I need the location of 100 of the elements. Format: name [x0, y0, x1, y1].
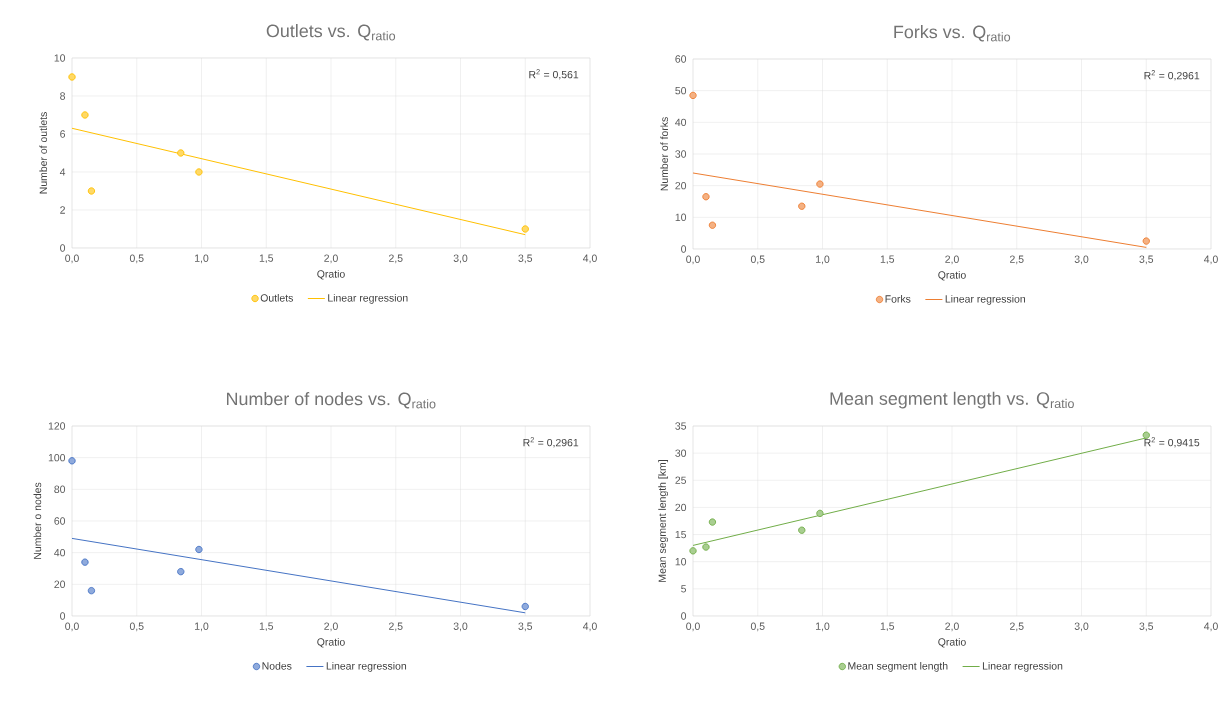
- point: [521, 602, 529, 611]
- x-tick-label: 4,0: [582, 254, 597, 264]
- legend-label: Linear regression: [328, 293, 408, 304]
- x-tick-label: 4,0: [1203, 622, 1218, 632]
- point: [816, 180, 824, 188]
- x-tick-label: 2,0: [324, 254, 338, 264]
- point: [798, 526, 806, 534]
- y-tick-label: 40: [675, 118, 687, 127]
- y-tick-label: 0: [681, 612, 687, 620]
- annotation: R$^{2}$ = 0,561: [529, 69, 579, 80]
- x-tick-label: 1,5: [880, 255, 895, 265]
- y-tick-label: 10: [675, 213, 687, 222]
- point: [195, 168, 203, 176]
- x-tick-label: 0,5: [750, 255, 765, 265]
- y-tick-label: 0: [60, 244, 66, 252]
- point: [177, 149, 185, 157]
- x-tick-label: 0,5: [750, 622, 765, 632]
- y-tick-label: 8: [60, 92, 66, 100]
- x-tick-label: 3,0: [453, 622, 468, 632]
- x-tick-label: 2,0: [945, 622, 959, 632]
- y-tick-label: 30: [675, 449, 687, 457]
- point: [81, 558, 89, 566]
- y-tick-label: 35: [675, 422, 687, 430]
- x-tick-label: 2,5: [1010, 255, 1024, 265]
- y-axis-title: Mean segment length [km]: [658, 460, 669, 582]
- y-tick-label: 15: [675, 530, 687, 539]
- y-tick-label: 50: [675, 86, 687, 95]
- x-tick-label: 2,5: [389, 254, 403, 264]
- point: [521, 225, 529, 233]
- chart-title: Mean segment length vs. Q$_{ratio}$: [830, 391, 1074, 409]
- x-tick-label: 1,5: [880, 622, 895, 632]
- x-axis-title: Qratio: [317, 269, 345, 280]
- x-tick-label: 0,0: [686, 255, 700, 265]
- y-tick-label: 60: [675, 55, 687, 63]
- y-tick-label: 25: [675, 476, 687, 484]
- point: [689, 91, 697, 100]
- y-axis-title: Number o nodes: [33, 482, 42, 559]
- chart-title: Forks vs. Q$_{ratio}$: [894, 25, 1011, 42]
- y-tick-label: 100: [48, 453, 66, 462]
- x-tick-label: 4,0: [1203, 255, 1218, 265]
- point: [68, 457, 76, 465]
- y-tick-label: 0: [60, 612, 66, 620]
- legend-label: Forks: [885, 294, 911, 303]
- y-tick-label: 30: [675, 150, 687, 158]
- point: [702, 193, 710, 201]
- annotation: R$^{2}$ = 0,9415: [1144, 437, 1200, 448]
- legend-label: Linear regression: [326, 661, 407, 672]
- legend-label: Linear regression: [982, 661, 1063, 672]
- y-tick-label: 80: [54, 485, 66, 494]
- point: [81, 111, 89, 119]
- chart-title: Number of nodes vs. Q$_{ratio}$: [226, 392, 436, 409]
- y-tick-label: 4: [59, 168, 66, 176]
- point: [702, 543, 710, 551]
- point: [87, 587, 96, 595]
- x-tick-label: 3,5: [518, 254, 533, 264]
- point: [708, 518, 717, 526]
- annotation: R$^{2}$ = 0,2961: [523, 437, 579, 448]
- x-tick-label: 1,5: [259, 622, 274, 632]
- y-axis-title: Number of outlets: [39, 112, 48, 194]
- point: [177, 568, 185, 576]
- x-axis-title: Qratio: [938, 270, 966, 281]
- point: [87, 187, 96, 195]
- x-axis-title: Qratio: [317, 637, 345, 648]
- y-tick-label: 20: [675, 181, 687, 190]
- x-tick-label: 1,0: [195, 622, 209, 632]
- point: [68, 73, 76, 81]
- point: [689, 547, 697, 555]
- point: [1142, 431, 1150, 439]
- x-tick-label: 3,5: [1139, 622, 1154, 632]
- x-tick-label: 0,0: [686, 622, 700, 632]
- x-tick-label: 3,0: [1074, 622, 1089, 632]
- x-tick-label: 4,0: [582, 622, 597, 632]
- x-tick-label: 0,5: [129, 254, 144, 264]
- x-tick-label: 2,0: [324, 622, 338, 632]
- y-tick-label: 20: [675, 503, 687, 512]
- chart-title: Outlets vs. Q$_{ratio}$: [266, 24, 396, 41]
- x-axis-title: Qratio: [938, 637, 966, 648]
- x-tick-label: 3,5: [518, 622, 533, 632]
- x-tick-label: 1,0: [195, 254, 209, 264]
- point: [195, 545, 203, 554]
- point: [798, 202, 806, 210]
- y-tick-label: 60: [54, 517, 66, 525]
- y-tick-label: 10: [54, 54, 66, 62]
- y-tick-label: 40: [54, 548, 66, 557]
- y-tick-label: 0: [681, 245, 687, 253]
- x-tick-label: 1,0: [816, 622, 830, 632]
- x-tick-label: 2,0: [945, 255, 959, 265]
- x-tick-label: 3,0: [1074, 255, 1089, 265]
- point: [816, 509, 824, 518]
- x-tick-label: 0,0: [65, 254, 79, 264]
- y-tick-label: 6: [60, 130, 66, 138]
- y-tick-label: 5: [681, 585, 687, 593]
- y-tick-label: 120: [48, 422, 66, 430]
- x-tick-label: 2,5: [389, 622, 403, 632]
- y-tick-label: 10: [675, 558, 687, 566]
- point: [1142, 237, 1150, 245]
- x-tick-label: 0,5: [129, 622, 144, 632]
- x-tick-label: 1,0: [816, 255, 830, 265]
- legend-label: Mean segment length: [848, 661, 948, 672]
- legend-label: Outlets: [260, 293, 293, 302]
